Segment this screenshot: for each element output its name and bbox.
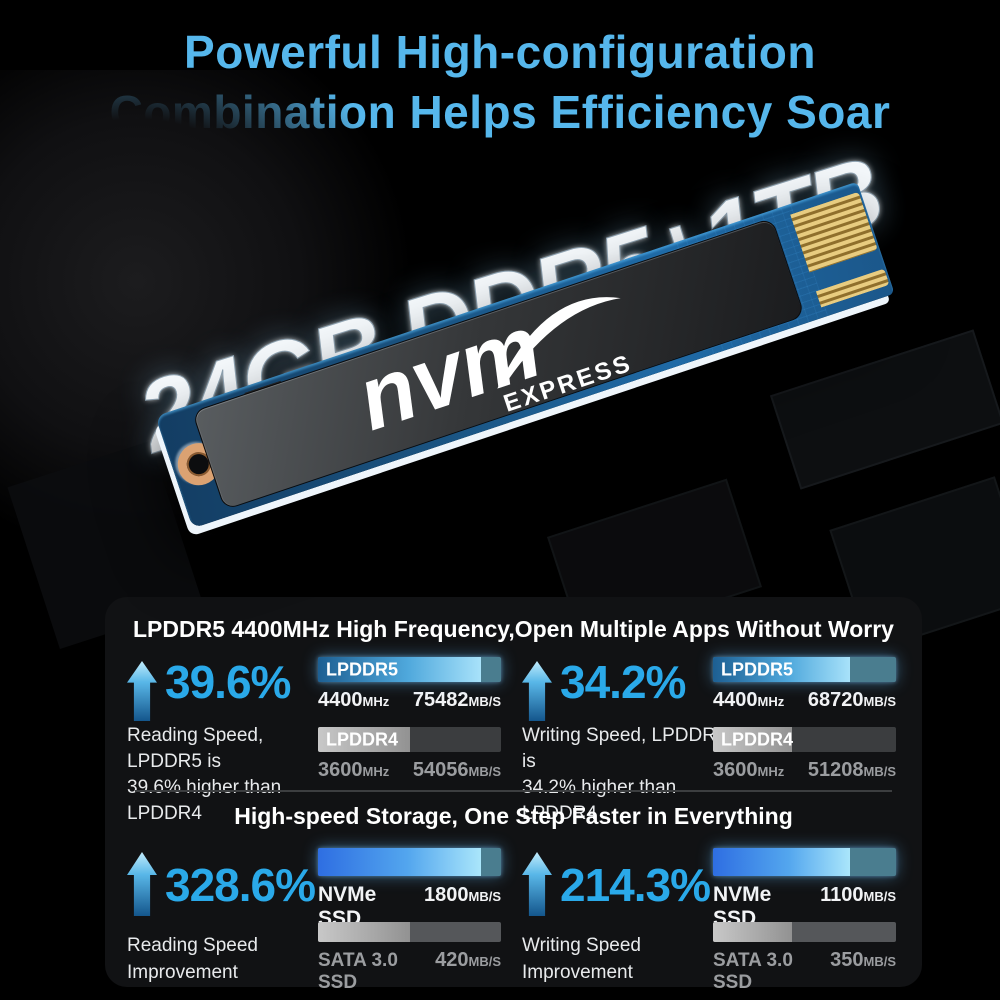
arrow-up-icon: [522, 852, 552, 916]
speed-value: 75482MB/S: [412, 689, 501, 711]
stat-caption: Reading Speed Improvement: [127, 932, 332, 986]
stat-caption: Reading Speed, LPDDR5 is 39.6% higher th…: [127, 723, 332, 827]
caption-line: Reading Speed: [127, 935, 258, 956]
lpddr5-bar-group: LPDDR5 4400MHz 75482MB/S: [318, 657, 501, 712]
caption-line: Reading Speed, LPDDR5 is: [127, 725, 264, 772]
sata-bar-group: SATA 3.0 SSD 350MB/S: [713, 922, 896, 994]
bar-fill: [318, 922, 410, 942]
storage-writing-stat: 214.3% Writing Speed Improvement NVMe SS…: [522, 842, 900, 994]
frequency-value: 3600MHz: [318, 759, 390, 781]
storage-section-header: High-speed Storage, One Step Faster in E…: [234, 803, 793, 829]
speed-value: 51208MB/S: [807, 759, 896, 781]
bar-fill: [318, 848, 481, 876]
stats-panel: LPDDR5 4400MHz High Frequency,Open Multi…: [105, 597, 922, 993]
memory-writing-stat: 34.2% Writing Speed, LPDDR5 is 34.2% hig…: [522, 653, 900, 824]
bar-fill: [713, 727, 792, 752]
bar-fill: [318, 657, 481, 682]
lpddr5-bar-group: LPDDR5 4400MHz 68720MB/S: [713, 657, 896, 712]
caption-line: 34.2% higher than LPDDR4: [522, 777, 677, 824]
drive-type-label: SATA 3.0 SSD: [713, 950, 793, 993]
bar-label: LPDDR4: [721, 729, 794, 749]
bar-label: LPDDR5: [326, 659, 399, 679]
frequency-value: 4400MHz: [318, 689, 390, 711]
arrow-up-icon: [522, 661, 552, 721]
arrow-up-icon: [127, 661, 157, 721]
sata-bar-group: SATA 3.0 SSD 420MB/S: [318, 922, 501, 994]
sata-bar: [318, 922, 501, 942]
bar-fill: [318, 727, 410, 752]
speed-value: 1800MB/S: [424, 884, 501, 906]
caption-line: Writing Speed, LPDDR5 is: [522, 725, 727, 772]
bar-fill: [713, 657, 851, 682]
memory-reading-stat: 39.6% Reading Speed, LPDDR5 is 39.6% hig…: [127, 653, 505, 824]
bar-label: LPDDR5: [721, 659, 794, 679]
storage-reading-stat: 328.6% Reading Speed Improvement NVMe SS…: [127, 842, 505, 994]
bar-fill: [713, 848, 851, 876]
speed-value: 68720MB/S: [807, 689, 896, 711]
logo-swoosh-icon: [497, 297, 621, 389]
caption-line: 39.6% higher than LPDDR4: [127, 777, 282, 824]
lpddr4-bar: LPDDR4: [713, 727, 896, 752]
speed-value: 54056MB/S: [412, 759, 501, 781]
arrow-up-icon: [127, 852, 157, 916]
bar-label: LPDDR4: [326, 729, 399, 749]
caption-line: Writing Speed: [522, 935, 641, 956]
lpddr4-bar-group: LPDDR4 3600MHz 51208MB/S: [713, 727, 896, 782]
speed-value: 1100MB/S: [820, 884, 896, 906]
connector-segment: [815, 268, 890, 308]
caption-line: Improvement: [522, 962, 633, 983]
drive-type-label: SATA 3.0 SSD: [318, 950, 398, 993]
stat-percentage: 214.3%: [560, 859, 711, 911]
frequency-value: 3600MHz: [713, 759, 785, 781]
sata-bar: [713, 922, 896, 942]
title-line-1: Powerful High-configuration: [184, 26, 816, 78]
nvme-bar-group: NVMe SSD 1100MB/S: [713, 848, 896, 931]
speed-value: 350MB/S: [830, 949, 896, 971]
connector-segment: [790, 191, 878, 273]
memory-section-header: LPDDR5 4400MHz High Frequency,Open Multi…: [133, 616, 894, 642]
stat-percentage: 328.6%: [165, 859, 316, 911]
background-heatsink-shape: [769, 329, 1000, 490]
nvme-bar: [318, 848, 501, 876]
lpddr4-bar-group: LPDDR4 3600MHz 54056MB/S: [318, 727, 501, 782]
lpddr5-bar: LPDDR5: [713, 657, 896, 682]
speed-value: 420MB/S: [435, 949, 501, 971]
stat-percentage: 39.6%: [165, 656, 291, 708]
stat-percentage: 34.2%: [560, 656, 686, 708]
section-divider: [135, 790, 892, 792]
bar-fill: [713, 922, 792, 942]
lpddr5-bar: LPDDR5: [318, 657, 501, 682]
stat-caption: Writing Speed Improvement: [522, 932, 727, 986]
lpddr4-bar: LPDDR4: [318, 727, 501, 752]
hero-section: 24GB DDR5+1TB nvm EXPRESS: [0, 70, 1000, 653]
frequency-value: 4400MHz: [713, 689, 785, 711]
nvme-bar: [713, 848, 896, 876]
caption-line: Improvement: [127, 962, 238, 983]
nvme-bar-group: NVMe SSD 1800MB/S: [318, 848, 501, 931]
stat-caption: Writing Speed, LPDDR5 is 34.2% higher th…: [522, 723, 727, 827]
